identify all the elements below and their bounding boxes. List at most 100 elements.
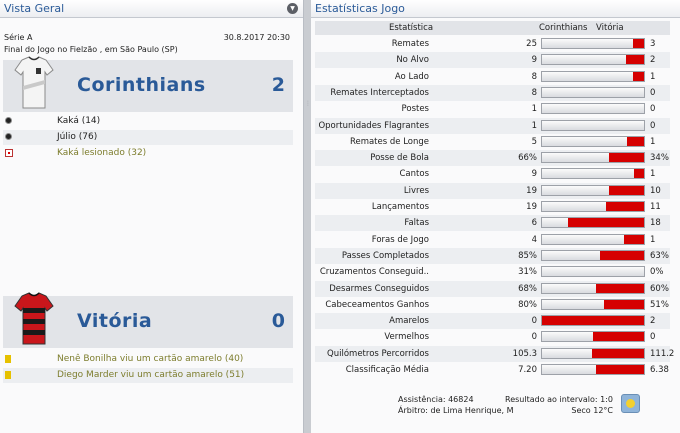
- stat-comparison-bar: [541, 135, 645, 147]
- event-text[interactable]: Kaká (14): [57, 116, 101, 126]
- overview-title: Vista Geral: [4, 2, 65, 15]
- overview-header: Vista Geral ▼: [0, 0, 303, 18]
- stat-away-fill: [596, 283, 644, 293]
- event-text[interactable]: Diego Marder viu um cartão amarelo (51): [57, 370, 245, 380]
- event-text[interactable]: Nenê Bonilha viu um cartão amarelo (40): [57, 354, 244, 364]
- home-column-header[interactable]: Corinthians: [539, 23, 588, 33]
- away-shirt-icon: [14, 292, 54, 345]
- stat-away-fill: [542, 316, 644, 326]
- stat-home-value: 68%: [518, 283, 537, 294]
- stat-away-value: 2: [650, 55, 656, 66]
- stat-row: Remates Interceptados 8 0: [315, 84, 670, 101]
- stat-label: Quilómetros Percorridos: [327, 348, 429, 359]
- stat-away-value: 51%: [650, 299, 669, 310]
- home-team-score: 2: [271, 74, 285, 96]
- stat-away-fill: [604, 299, 644, 309]
- home-team-name[interactable]: Corinthians: [77, 74, 206, 96]
- stat-away-fill: [596, 365, 644, 374]
- stat-away-value: 1: [650, 234, 656, 245]
- stat-away-fill: [623, 234, 644, 244]
- stat-row: Remates 25 3: [315, 36, 670, 52]
- stat-label: Passes Completados: [341, 250, 429, 261]
- chevron-down-icon[interactable]: ▼: [287, 3, 298, 14]
- stat-away-fill: [600, 250, 644, 260]
- stat-comparison-bar: [541, 347, 645, 359]
- stat-away-fill: [609, 185, 644, 195]
- stat-home-value: 19: [526, 202, 537, 212]
- stat-away-fill: [609, 153, 644, 163]
- stat-label: Remates Interceptados: [330, 87, 429, 98]
- stat-away-value: 0%: [650, 267, 664, 278]
- stat-column-header[interactable]: Estatística: [389, 23, 434, 33]
- stat-away-fill: [593, 332, 644, 342]
- stat-home-value: 9: [531, 55, 537, 66]
- stat-comparison-bar: [541, 119, 645, 131]
- stat-comparison-bar: [541, 331, 645, 343]
- stat-row: Ao Lado 8 1: [315, 69, 670, 85]
- stat-label: Cantos: [399, 169, 430, 180]
- stat-away-fill: [633, 169, 644, 179]
- stat-home-value: 1: [531, 120, 537, 131]
- stat-home-value: 8: [531, 87, 537, 98]
- splitter-handle[interactable]: ⋮: [305, 100, 311, 107]
- stat-label: Ao Lado: [394, 71, 429, 82]
- away-column-header[interactable]: Vitória: [596, 23, 624, 33]
- stat-away-value: 10: [650, 185, 661, 196]
- stat-row: No Alvo 9 2: [315, 52, 670, 69]
- stat-away-value: 6.38: [650, 365, 669, 375]
- stat-home-value: 66%: [518, 153, 537, 164]
- stat-away-value: 60%: [650, 283, 669, 294]
- stat-row: Oportunidades Flagrantes 1 0: [315, 117, 670, 134]
- stat-comparison-bar: [541, 217, 645, 229]
- stat-away-value: 63%: [650, 250, 669, 261]
- stat-row: Classificação Média 7.20 6.38: [315, 362, 670, 378]
- stat-row: Cruzamentos Conseguid.. 31% 0%: [315, 264, 670, 280]
- stat-away-value: 0: [650, 87, 656, 98]
- stat-row: Foras de Jogo 4 1: [315, 232, 670, 248]
- stat-comparison-bar: [541, 184, 645, 196]
- goal-ball-icon: [5, 133, 12, 140]
- yellow-card-icon: [5, 355, 11, 363]
- sun-icon: [621, 394, 640, 413]
- stat-home-value: 5: [531, 136, 537, 147]
- home-event-row: Kaká lesionado (32): [3, 146, 293, 161]
- stat-label: Posse de Bola: [370, 153, 429, 164]
- stat-label: Remates de Longe: [349, 136, 429, 147]
- event-text[interactable]: Kaká lesionado (32): [57, 148, 147, 158]
- stat-comparison-bar: [541, 315, 645, 327]
- home-event-row: Júlio (76): [3, 130, 293, 145]
- away-team-score: 0: [271, 310, 285, 332]
- stat-row: Lançamentos 19 11: [315, 199, 670, 215]
- stat-home-value: 0: [531, 332, 537, 343]
- stats-column-headers: Estatística Corinthians Vitória: [315, 21, 670, 35]
- stat-comparison-bar: [541, 70, 645, 82]
- event-text[interactable]: Júlio (76): [57, 132, 98, 142]
- stat-away-value: 34%: [650, 153, 669, 164]
- referee: Árbitro: de Lima Henrique, M: [398, 406, 514, 415]
- stat-row: Posse de Bola 66% 34%: [315, 150, 670, 167]
- stat-home-value: 7.20: [518, 365, 537, 375]
- stat-away-fill: [625, 55, 644, 65]
- injury-icon: [5, 149, 13, 157]
- stat-home-value: 4: [531, 234, 537, 245]
- stat-comparison-bar: [541, 103, 645, 115]
- stat-comparison-bar: [541, 364, 645, 375]
- overview-panel: Vista Geral ▼ Série A 30.8.2017 20:30 Fi…: [0, 0, 304, 433]
- stat-home-value: 25: [526, 39, 537, 49]
- stat-label: Oportunidades Flagrantes: [318, 120, 429, 131]
- stat-comparison-bar: [541, 249, 645, 261]
- home-shirt-icon: [14, 56, 54, 109]
- stat-away-fill: [632, 39, 644, 48]
- stat-away-fill: [632, 71, 644, 81]
- away-team-name[interactable]: Vitória: [77, 310, 153, 332]
- stats-panel: Estatísticas Jogo Estatística Corinthian…: [311, 0, 680, 433]
- stat-label: Vermelhos: [384, 332, 429, 343]
- stat-row: Amarelos 0 2: [315, 313, 670, 330]
- stats-header: Estatísticas Jogo: [311, 0, 680, 18]
- stat-comparison-bar: [541, 54, 645, 66]
- stat-away-value: 111.2: [650, 348, 675, 359]
- match-datetime: 30.8.2017 20:30: [223, 33, 290, 42]
- stat-label: Faltas: [404, 218, 429, 229]
- stat-away-value: 1: [650, 71, 656, 82]
- attendance: Assistência: 46824: [398, 395, 474, 404]
